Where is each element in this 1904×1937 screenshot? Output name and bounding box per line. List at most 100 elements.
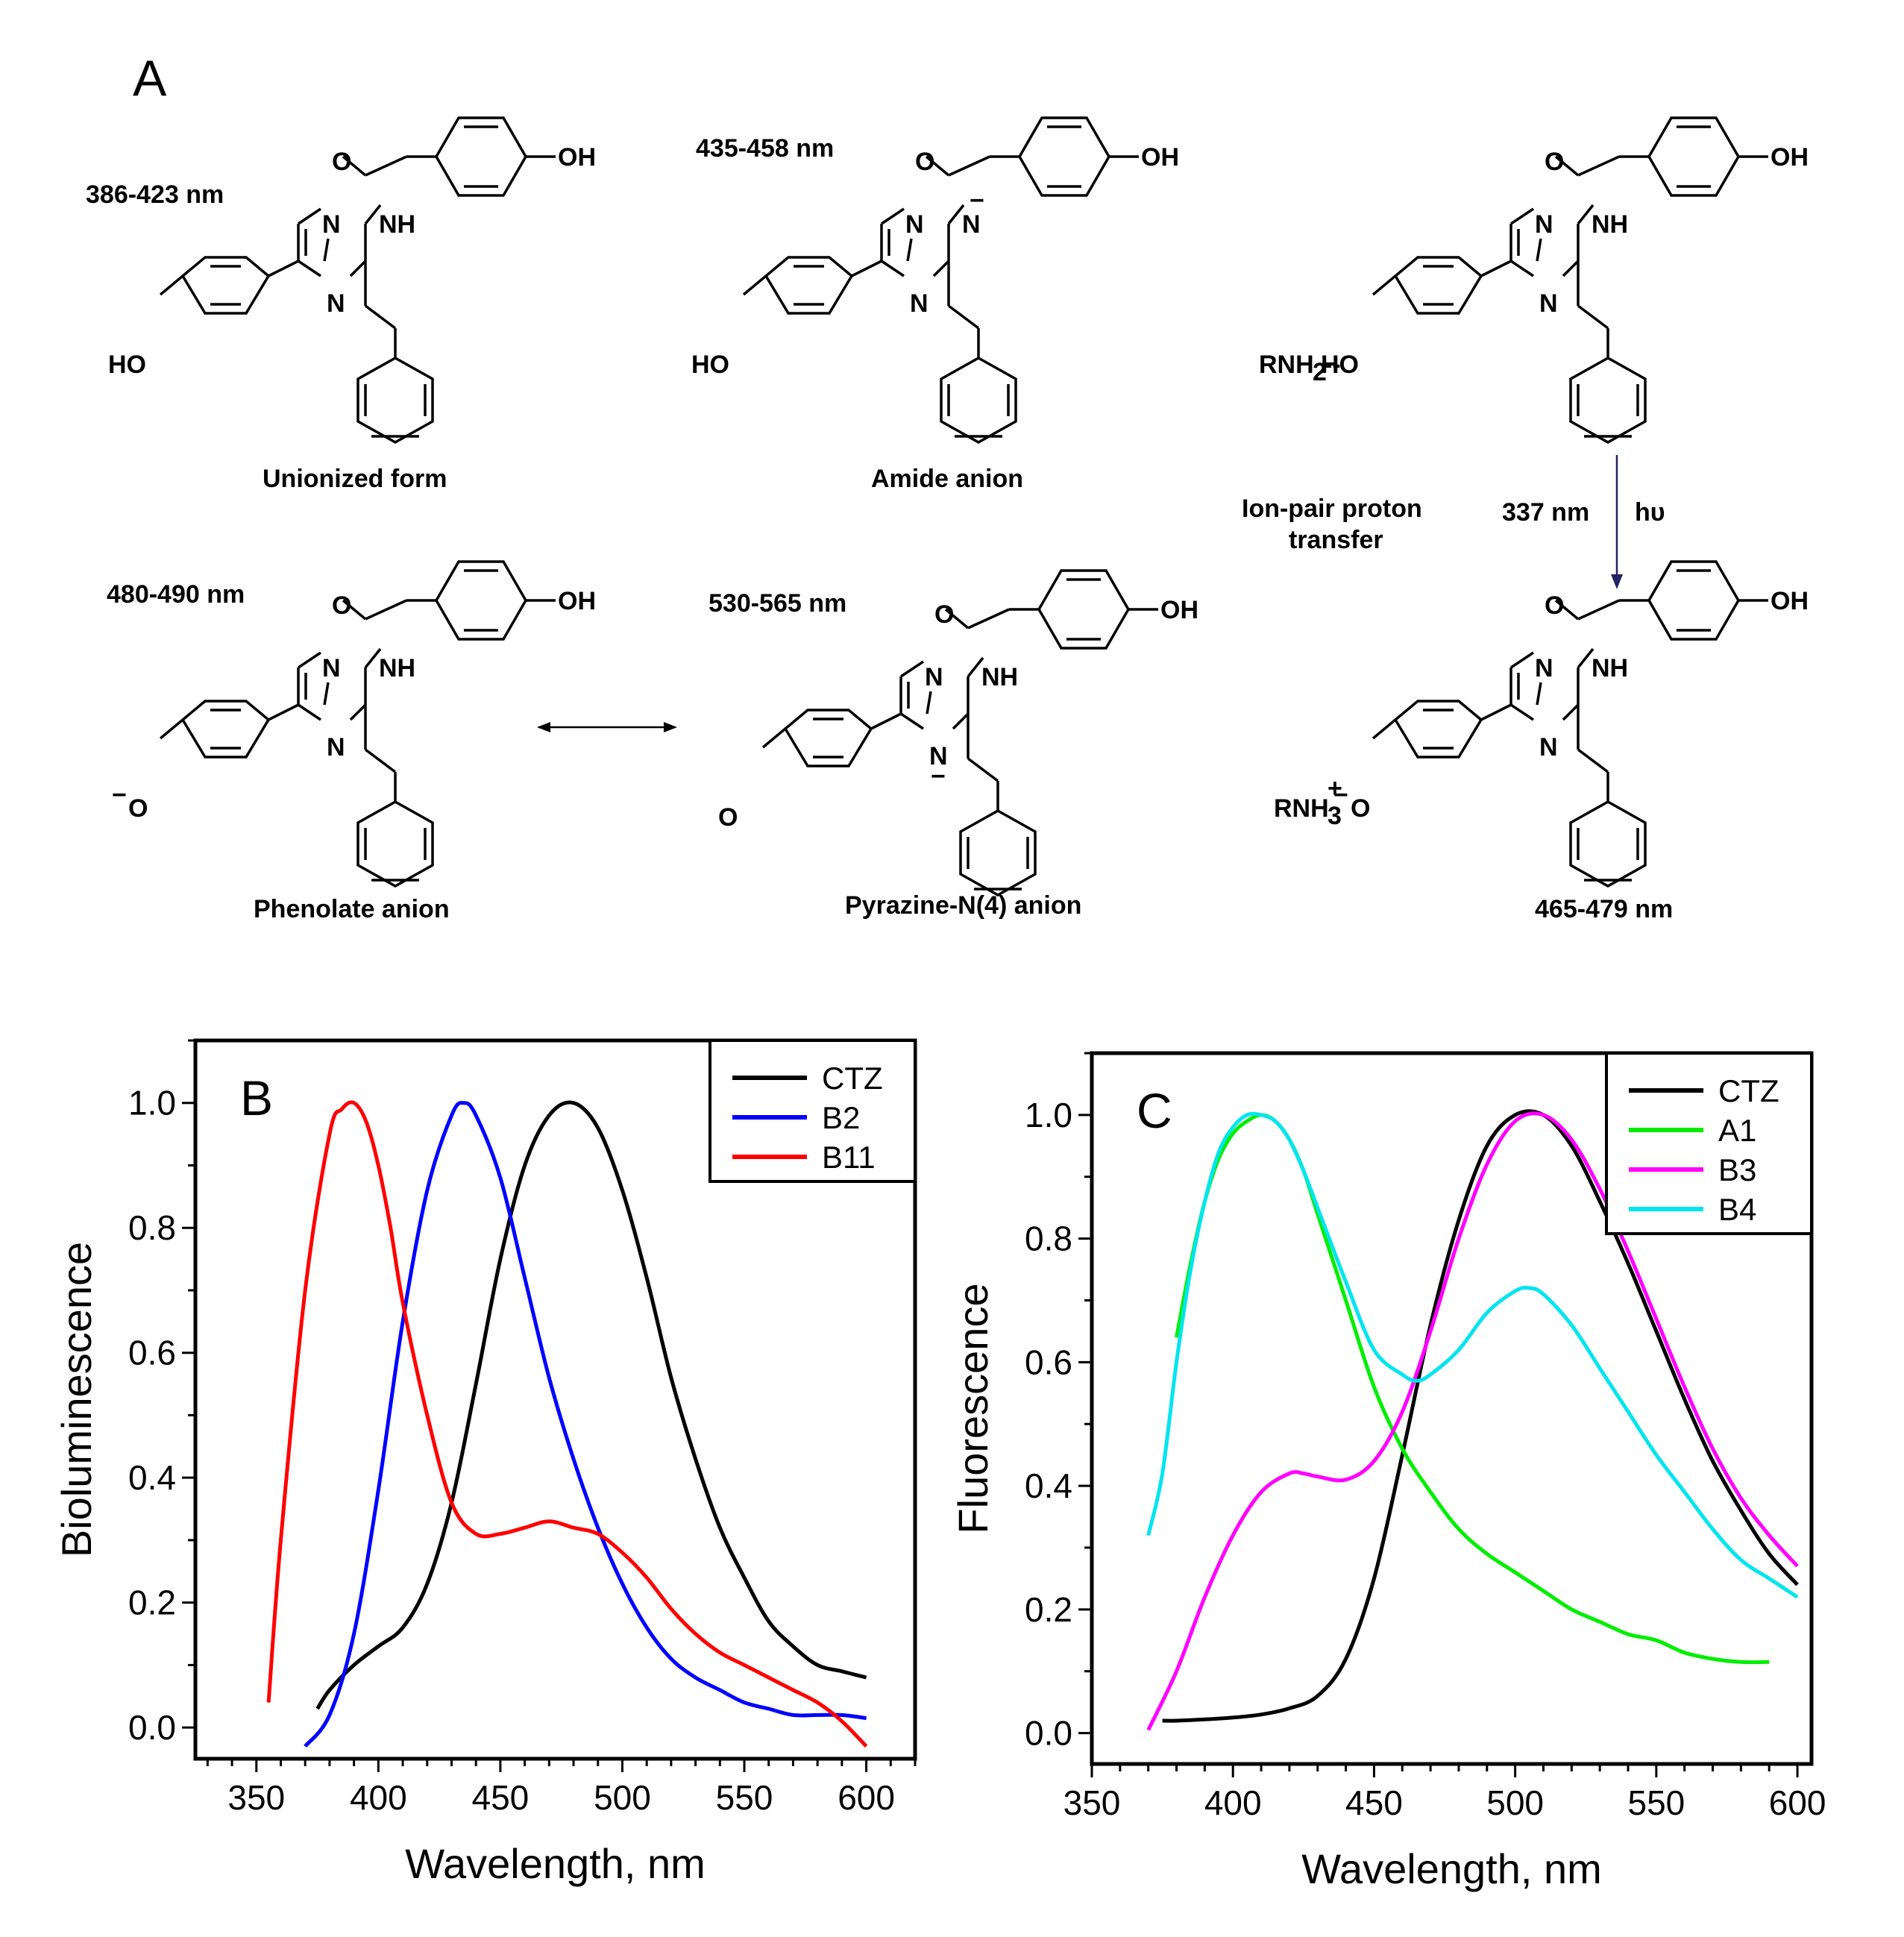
x-tick-label: 450	[1345, 1783, 1403, 1822]
photon-symbol: hυ	[1635, 498, 1665, 527]
resonance-arrowhead-right	[664, 722, 677, 732]
phenolate-charge-label: −	[1333, 781, 1348, 809]
pyrazine-name: Pyrazine-N(4) anion	[845, 891, 1081, 920]
series-line-b11	[266, 1100, 868, 1748]
y-axis-label: Bioluminescence	[53, 1242, 100, 1557]
series-line-b4	[1146, 1111, 1799, 1599]
y-tick-label: 0.4	[128, 1458, 176, 1497]
oxygen-label: O	[934, 600, 954, 629]
bioluminescence-chart: 350 400 450 500 550 600 0.0 0.2 0.4 0.6 0.8 1.0 Wave…	[53, 1038, 917, 1887]
structures-panel: A O OH NH N N HO 386-423 nm Unionized fo…	[86, 50, 1809, 923]
phenolate-name: Phenolate anion	[254, 895, 450, 923]
hydroxyl-label: OH	[558, 143, 596, 172]
hydroxyl-label: OH	[1160, 596, 1198, 624]
hbond-dashes: --	[1324, 351, 1341, 379]
x-tick-label: 400	[350, 1778, 407, 1817]
pyrazine-wavelength: 530-565 nm	[708, 589, 846, 618]
y-tick-label: 0.2	[128, 1583, 176, 1622]
pyrazine-n4-label: N	[910, 289, 929, 318]
series-line-b3	[1146, 1111, 1799, 1731]
oxygen-label: O	[1545, 591, 1564, 620]
oxygen-label: O	[332, 591, 351, 620]
pyrazine-n1-label: N	[1535, 654, 1553, 682]
hydroxyl-label: OH	[1141, 143, 1179, 172]
hydroxyl-label: OH	[1771, 143, 1809, 172]
legend-label-a1: A1	[1718, 1113, 1756, 1148]
pyrazine-n1-label: N	[925, 663, 943, 691]
x-tick-label: 350	[1063, 1783, 1121, 1822]
amide-nh-label: NH	[379, 210, 415, 239]
plot-frame	[193, 1038, 917, 1761]
y-tick-label: 0.4	[1025, 1466, 1072, 1505]
y-tick-label: 0.2	[1025, 1590, 1072, 1629]
amide-nh-label: NH	[1592, 654, 1628, 682]
phenolate-structure: O OH NH N N O −	[112, 560, 596, 888]
phenolate-o-label: O	[1351, 794, 1370, 823]
y-tick-label: 1.0	[1025, 1096, 1072, 1134]
series-line-a1	[1175, 1113, 1770, 1665]
plot-frame	[1090, 1051, 1814, 1766]
pyrazine-n1-label: N	[322, 654, 341, 682]
ammonium-subscript: 3	[1328, 802, 1342, 830]
ion-pair-emission: 465-479 nm	[1535, 895, 1673, 923]
ammonium-charge: +	[1328, 774, 1342, 803]
x-axis-label: Wavelength, nm	[405, 1840, 706, 1887]
legend-box	[1605, 1052, 1813, 1235]
amide-wavelength: 435-458 nm	[696, 134, 834, 163]
amide-n-label: N	[962, 210, 981, 239]
x-tick-label: 400	[1204, 1783, 1262, 1822]
ion-pair-product-structure: O OH NH N N O −	[1333, 560, 1809, 888]
ammonium-label: RNH	[1274, 794, 1329, 823]
legend-box	[708, 1039, 917, 1183]
unionized-structure: O OH NH N N HO	[108, 116, 596, 444]
oxygen-label: O	[332, 148, 351, 176]
panel-letter: A	[133, 50, 167, 107]
legend-label-b11: B11	[822, 1140, 876, 1175]
x-axis-label: Wavelength, nm	[1301, 1845, 1602, 1892]
amide-nh-label: NH	[1592, 210, 1628, 239]
oxygen-label: O	[915, 148, 934, 176]
y-axis-label: Fluorescence	[953, 1283, 996, 1533]
y-tick-label: 0.8	[1025, 1219, 1072, 1258]
series-line-ctz	[315, 1100, 867, 1710]
ion-pair-donor-structure: O OH NH N N HO	[1321, 116, 1809, 444]
phenol-ho-label: HO	[1321, 351, 1359, 379]
excitation-arrowhead	[1611, 574, 1623, 589]
pyrazine-n4-label: N	[1539, 733, 1558, 762]
amine-donor-label: RNH	[1259, 351, 1314, 379]
phenol-ho-label: HO	[691, 351, 729, 379]
pyrazine-n4-label: N	[327, 733, 345, 762]
y-tick-label: 0.8	[128, 1208, 176, 1247]
pyrazine-anion-structure: O OH NH N N − O	[718, 569, 1198, 897]
resonance-arrowhead-left	[537, 722, 550, 732]
x-tick-label: 600	[838, 1778, 895, 1817]
phenolate-wavelength: 480-490 nm	[107, 580, 245, 609]
ion-pair-name-line2: transfer	[1289, 526, 1383, 554]
hydroxyl-label: OH	[1771, 587, 1809, 615]
legend-label-ctz: CTZ	[1718, 1073, 1779, 1108]
pyrazine-n4-label: N	[929, 742, 948, 770]
pyrazine-n4-label: N	[327, 289, 345, 318]
series-line-b2	[304, 1101, 867, 1748]
legend-label-ctz: CTZ	[822, 1061, 883, 1096]
quinone-o-label: O	[718, 803, 738, 832]
x-tick-label: 450	[472, 1778, 530, 1817]
x-tick-label: 500	[594, 1778, 651, 1817]
x-tick-label: 550	[1627, 1783, 1685, 1822]
fluorescence-chart: 350 400 450 500 550 600 0.0 0.2 0.4 0.6 0.8 1.0 Wave…	[953, 1051, 1826, 1892]
pyrazine-charge-label: −	[931, 762, 946, 791]
legend-label-b4: B4	[1718, 1192, 1756, 1227]
y-tick-label: 0.6	[128, 1334, 176, 1372]
x-tick-label: 500	[1486, 1783, 1544, 1822]
hydroxyl-label: OH	[558, 587, 596, 615]
pyrazine-n1-label: N	[1535, 210, 1553, 239]
series-line-ctz	[1162, 1109, 1799, 1723]
x-tick-label: 550	[716, 1778, 773, 1817]
y-tick-label: 0.0	[1025, 1714, 1072, 1753]
pyrazine-n4-label: N	[1539, 289, 1558, 318]
y-tick-label: 1.0	[128, 1084, 176, 1123]
amide-charge-label: −	[970, 186, 984, 215]
legend-label-b2: B2	[822, 1100, 860, 1135]
pyrazine-n1-label: N	[322, 210, 341, 239]
panel-letter: B	[240, 1070, 273, 1126]
